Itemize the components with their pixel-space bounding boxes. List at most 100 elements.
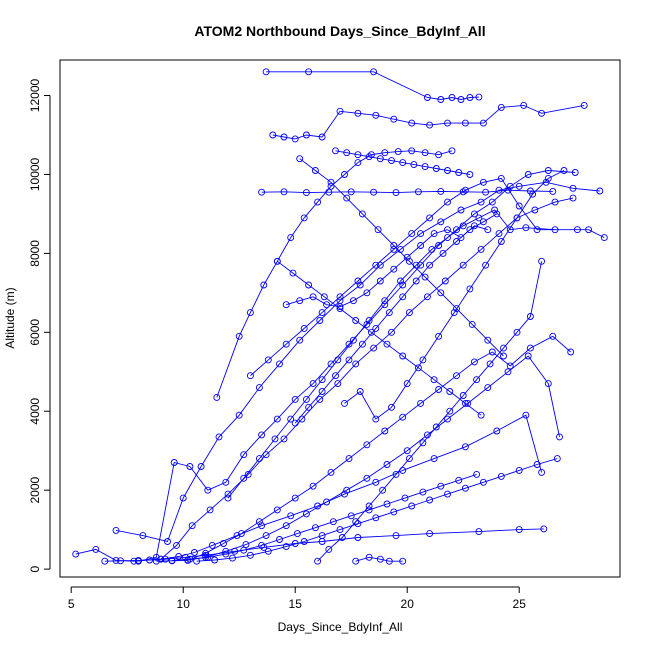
data-point: [291, 494, 299, 502]
y-tick-label: 4000: [28, 398, 42, 425]
data-point: [477, 245, 485, 253]
data-point: [271, 435, 279, 443]
series-line-0: [75, 528, 544, 562]
data-point: [497, 174, 505, 182]
data-point: [470, 358, 478, 366]
series-line-8: [261, 189, 553, 194]
data-point: [262, 532, 270, 540]
series-line-17: [277, 260, 482, 416]
data-point: [289, 269, 297, 277]
data-point: [237, 530, 245, 538]
data-point: [526, 344, 534, 352]
data-point: [349, 297, 357, 305]
data-point: [437, 289, 445, 297]
data-point: [385, 557, 393, 565]
data-point: [193, 557, 201, 565]
series-line-13: [317, 261, 543, 562]
data-point: [435, 386, 443, 393]
series-line-18: [299, 158, 504, 357]
data-point: [320, 293, 328, 301]
data-point: [376, 277, 384, 285]
data-point: [439, 249, 447, 257]
data-point: [419, 488, 427, 496]
data-point: [302, 395, 310, 403]
data-point: [544, 174, 552, 182]
y-tick-label: 2000: [28, 477, 42, 504]
data-point: [544, 380, 552, 388]
data-point: [423, 94, 431, 101]
data-point: [432, 423, 440, 431]
data-point: [287, 234, 295, 242]
data-point: [385, 309, 393, 317]
data-point: [300, 538, 308, 545]
data-point: [421, 163, 429, 171]
y-axis: 0 2000 4000 6000 8000 10000 12000: [28, 79, 51, 572]
data-point: [475, 93, 483, 101]
data-point: [370, 68, 378, 76]
data-point: [506, 226, 514, 234]
data-point: [341, 171, 348, 178]
data-point: [524, 352, 532, 360]
data-point: [358, 210, 366, 218]
data-point: [327, 468, 335, 476]
data-point: [325, 188, 333, 196]
data-point: [170, 459, 178, 466]
data-point: [305, 403, 313, 411]
data-point: [388, 157, 395, 165]
data-point: [491, 206, 499, 214]
data-point: [399, 352, 407, 360]
data-point: [318, 388, 326, 395]
data-point: [343, 194, 351, 202]
data-point: [600, 234, 608, 242]
data-point: [383, 500, 391, 508]
data-point: [479, 178, 487, 186]
data-point: [520, 101, 528, 109]
data-point: [477, 198, 485, 206]
data-point: [417, 399, 425, 407]
data-point: [408, 502, 416, 510]
data-point: [354, 520, 362, 528]
data-point: [365, 553, 373, 561]
data-point: [401, 494, 409, 502]
data-point: [538, 468, 546, 476]
data-point: [222, 478, 230, 486]
data-point: [314, 557, 322, 565]
data-point: [358, 340, 366, 348]
chart-title: ATOM2 Northbound Days_Since_BdyInf_All: [194, 23, 485, 39]
data-point: [258, 522, 266, 530]
data-point: [475, 528, 483, 536]
data-point: [453, 305, 460, 313]
data-point: [488, 198, 496, 206]
data-point: [367, 151, 375, 159]
data-point: [287, 512, 295, 520]
data-point: [544, 167, 552, 174]
data-point: [435, 242, 443, 249]
data-point: [504, 368, 512, 376]
x-tick-label: 10: [177, 597, 191, 611]
data-point: [444, 226, 451, 234]
data-point: [244, 470, 252, 478]
data-point: [246, 309, 254, 317]
data-point: [190, 549, 198, 556]
data-point: [551, 198, 559, 206]
data-point: [417, 261, 425, 269]
data-point: [363, 441, 371, 449]
data-point: [255, 384, 263, 392]
data-point: [92, 545, 100, 553]
data-point: [399, 293, 407, 301]
data-point: [441, 277, 449, 285]
data-point: [264, 356, 272, 364]
data-point: [173, 541, 180, 549]
data-point: [296, 297, 304, 305]
data-point: [282, 340, 290, 348]
data-point: [293, 530, 301, 538]
data-point: [273, 415, 281, 423]
data-point: [356, 388, 364, 395]
series-line-19: [171, 473, 477, 561]
data-point: [435, 151, 443, 159]
x-axis: 5 10 15 20 25: [68, 586, 526, 611]
data-point: [397, 277, 404, 285]
data-point: [390, 508, 398, 516]
data-point: [213, 393, 221, 401]
data-point: [466, 285, 474, 293]
